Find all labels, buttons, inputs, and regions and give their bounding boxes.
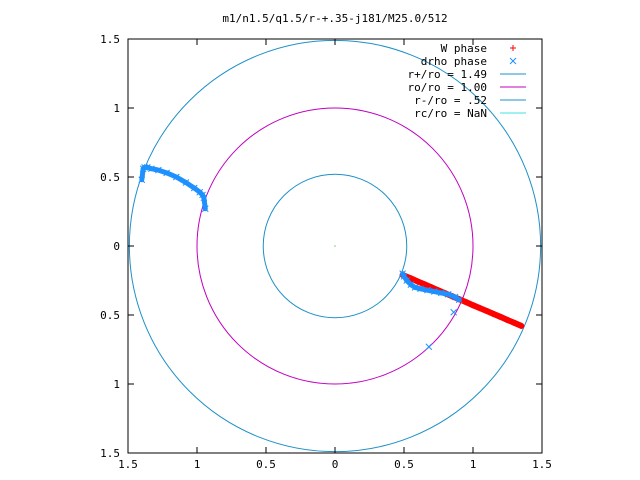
marker-stroke (196, 188, 204, 196)
data-point (411, 284, 419, 291)
legend-label: drho phase (421, 55, 487, 68)
marker-stroke (155, 166, 162, 174)
data-point (148, 165, 155, 173)
marker-stroke (172, 173, 180, 181)
marker-stroke (143, 163, 151, 171)
y-tick-label: 1.5 (100, 33, 120, 46)
marker-stroke (399, 270, 406, 277)
marker-stroke (200, 194, 208, 202)
marker-stroke (139, 165, 147, 173)
marker-stroke (444, 290, 452, 298)
legend-symbol (509, 57, 517, 65)
circle-series (196, 107, 474, 385)
data-point (400, 273, 408, 280)
data-point (407, 281, 415, 288)
data-point (511, 319, 518, 326)
plot-area (128, 39, 542, 453)
data-point (490, 311, 497, 318)
marker-stroke (509, 57, 517, 65)
marker-stroke (163, 169, 170, 177)
marker-stroke (201, 205, 209, 213)
marker-stroke (148, 165, 155, 173)
x-tick-label: 0.5 (256, 458, 276, 471)
data-point (518, 322, 525, 329)
x-tick-label: 0.5 (394, 458, 414, 471)
x-tick-label: 0 (332, 458, 339, 471)
marker-stroke (403, 277, 411, 284)
data-point (138, 176, 146, 184)
legend-label: r-/ro = .52 (414, 94, 487, 107)
data-point (139, 165, 147, 173)
data-point (470, 302, 476, 309)
legend-label: ro/ro = 1.00 (408, 81, 487, 94)
data-point (201, 205, 209, 213)
y-tick-label: 0.5 (100, 171, 120, 184)
data-point (417, 285, 424, 293)
center-point (334, 245, 336, 247)
x-tick-label: 1.5 (118, 458, 138, 471)
marker-stroke (182, 179, 190, 186)
data-point (497, 313, 504, 320)
data-point (425, 343, 433, 351)
data-point (190, 184, 198, 192)
marker-stroke (424, 286, 431, 294)
marker-stroke (411, 284, 419, 291)
x-tick-label: 1 (470, 458, 477, 471)
legend-label: r+/ro = 1.49 (408, 68, 487, 81)
data-point (437, 289, 445, 297)
data-point (463, 299, 470, 306)
data-point (143, 163, 151, 171)
y-tick-label: 1.5 (100, 447, 120, 460)
marker-stroke (450, 308, 458, 316)
series-band (511, 319, 525, 329)
data-point (451, 293, 459, 301)
data-point (424, 286, 431, 294)
series-band (139, 166, 146, 183)
data-point (163, 169, 170, 177)
data-point (444, 290, 452, 298)
legend-label: rc/ro = NaN (414, 107, 487, 120)
drho-phase-series (138, 163, 463, 351)
data-point (155, 166, 162, 174)
data-point (414, 278, 421, 285)
data-point (172, 173, 180, 181)
marker-stroke (437, 289, 445, 297)
legend-symbol (510, 45, 516, 51)
y-tick-label: 0 (113, 240, 120, 253)
axes: 1.5 1 0.5 0 0.5 1 1.51.510.500.511.5 (100, 33, 552, 471)
y-tick-label: 1 (113, 378, 120, 391)
marker-stroke (138, 176, 146, 184)
data-point (431, 288, 438, 295)
marker-stroke (455, 296, 463, 304)
y-tick-label: 0.5 (100, 309, 120, 322)
marker-stroke (425, 343, 433, 351)
data-point (504, 316, 511, 323)
data-point (182, 179, 190, 186)
marker-stroke (400, 273, 408, 280)
data-point (421, 281, 428, 288)
marker-stroke (190, 184, 198, 192)
circle-series (262, 173, 408, 319)
data-point (476, 305, 483, 312)
x-tick-label: 1 (194, 458, 201, 471)
data-point (483, 307, 490, 314)
data-point (196, 188, 204, 196)
data-point (450, 308, 458, 316)
marker-stroke (451, 293, 459, 301)
x-tick-label: 1.5 (532, 458, 552, 471)
marker-stroke (431, 288, 438, 295)
legend-label: W phase (441, 42, 487, 55)
marker-stroke (407, 281, 415, 288)
y-tick-label: 1 (113, 102, 120, 115)
chart-title: m1/n1.5/q1.5/r-+.35-j181/M25.0/512 (222, 12, 447, 25)
data-point (455, 296, 463, 304)
marker-stroke (417, 285, 424, 293)
